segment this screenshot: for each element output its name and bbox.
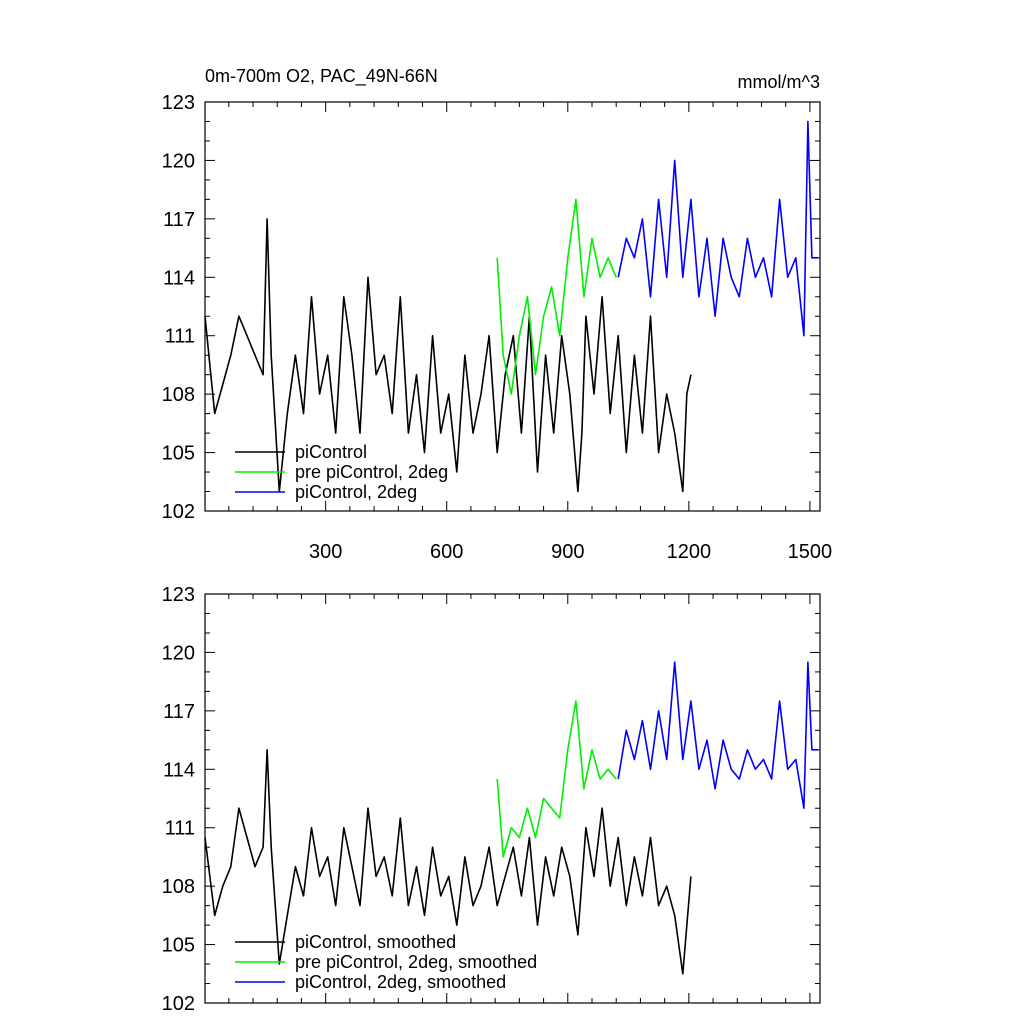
x-tick-label: 1200 [667, 541, 712, 563]
bottom-panel: 102 105 108 111 114 117 120 123 piControl, smoo… [162, 584, 821, 1015]
legend-label: pre piControl, 2deg, smoothed [295, 952, 537, 972]
y-tick-label: 108 [162, 384, 195, 406]
series-line-pre-picontrol-2deg-smoothed [496, 700, 617, 858]
y-tick-label: 114 [163, 759, 195, 781]
y-tick-label: 105 [162, 443, 195, 465]
series-line-picontrol [204, 218, 692, 493]
y-tick-label: 102 [162, 993, 195, 1015]
y-tick-label: 117 [163, 701, 195, 723]
top-panel-frame [204, 101, 821, 512]
legend-label: piControl, 2deg, smoothed [295, 972, 506, 992]
series-line-picontrol-2deg [617, 120, 818, 337]
y-tick-label: 123 [162, 584, 195, 606]
top-panel-title: 0m-700m O2, PAC_49N-66N [205, 66, 438, 87]
y-tick-label: 102 [162, 501, 195, 523]
bottom-panel-ticks: 102 105 108 111 114 117 120 123 [162, 584, 820, 1015]
x-tick-label: 1500 [788, 541, 833, 563]
x-tick-label: 600 [430, 541, 463, 563]
series-line-picontrol-smoothed [204, 748, 692, 975]
y-tick-label: 114 [163, 267, 195, 289]
top-panel-series [204, 120, 818, 493]
series-line-pre-picontrol-2deg [496, 198, 617, 395]
y-tick-label: 123 [162, 92, 195, 114]
y-tick-label: 111 [165, 818, 195, 840]
top-panel-ticks: 102 105 108 111 114 117 120 123 300 600 900 1200 150… [162, 92, 833, 563]
top-panel: 0m-700m O2, PAC_49N-66N mmol/m^3 1021051… [162, 66, 833, 563]
series-line-picontrol-2deg-smoothed [617, 661, 818, 810]
y-tick-label: 120 [162, 150, 195, 172]
legend-label: piControl, 2deg [295, 482, 417, 502]
legend-label: piControl, smoothed [295, 932, 456, 952]
y-tick-label: 105 [162, 935, 195, 957]
y-tick-label: 108 [162, 876, 195, 898]
bottom-panel-frame [204, 593, 821, 1004]
legend-label: pre piControl, 2deg [295, 462, 448, 482]
x-tick-label: 300 [309, 541, 342, 563]
bottom-panel-series [204, 661, 818, 975]
legend-label: piControl [295, 442, 367, 462]
y-tick-label: 111 [165, 326, 195, 348]
top-panel-units: mmol/m^3 [738, 72, 820, 92]
y-tick-label: 117 [163, 209, 195, 231]
y-tick-label: 120 [162, 642, 195, 664]
x-tick-label: 900 [551, 541, 584, 563]
